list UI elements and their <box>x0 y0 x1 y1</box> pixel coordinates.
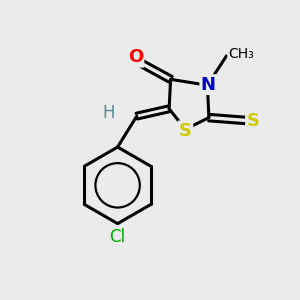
Text: Cl: Cl <box>110 228 126 246</box>
Text: N: N <box>201 76 216 94</box>
Text: H: H <box>103 104 115 122</box>
Text: CH₃: CH₃ <box>228 47 254 61</box>
Text: O: O <box>128 48 143 66</box>
Text: S: S <box>179 122 192 140</box>
Text: S: S <box>247 112 260 130</box>
